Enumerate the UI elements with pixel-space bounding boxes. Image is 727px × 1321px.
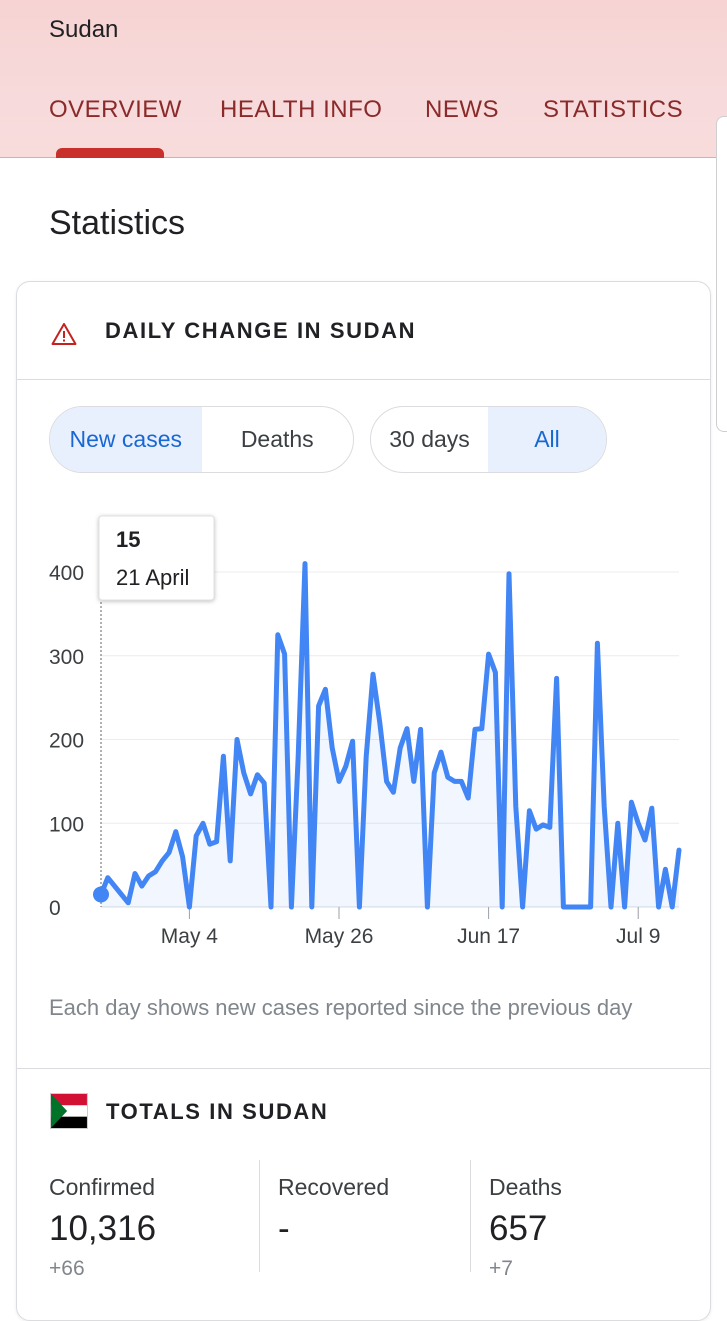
tab-overview[interactable]: OVERVIEW [49,96,182,123]
daily-change-header: DAILY CHANGE IN SUDAN [17,282,710,380]
tab-news[interactable]: NEWS [425,96,499,123]
deaths-stat: Deaths 657 +7 [489,1174,562,1294]
x-tick-label: May 4 [161,925,219,948]
confirmed-value: 10,316 [49,1209,157,1248]
y-tick-label: 400 [49,562,84,585]
side-panel-edge[interactable] [716,116,727,432]
recovered-stat: Recovered - [278,1174,389,1294]
recovered-label: Recovered [278,1174,390,1200]
all-range-button[interactable]: All [488,407,606,472]
cases-line [98,561,682,910]
daily-cases-chart[interactable]: 0 100 200 300 400 May 4 May 26 Jun 17 Jul 9 15 21 … [17,512,712,982]
deaths-label: Deaths [489,1174,562,1200]
tooltip-value: 15 [116,527,140,552]
y-tick-label: 200 [49,730,84,753]
page-title: Statistics [49,204,186,242]
x-tick-label: Jul 9 [616,925,660,948]
totals-header: TOTALS IN SUDAN [17,1068,710,1158]
x-tick-label: Jun 17 [457,925,520,948]
y-tick-label: 300 [49,646,84,669]
totals-title: TOTALS IN SUDAN [106,1099,329,1124]
deaths-value: 657 [489,1209,548,1248]
range-toggle: 30 days All [370,406,607,473]
hover-point [93,886,109,903]
deaths-button[interactable]: Deaths [240,426,314,452]
y-tick-label: 100 [49,813,84,836]
tooltip-date: 21 April [116,565,189,590]
cases-area [101,563,679,907]
y-tick-label: 0 [49,897,61,920]
country-name: Sudan [49,16,119,43]
tab-statistics[interactable]: STATISTICS [543,96,684,123]
stat-divider [259,1160,260,1272]
warning-triangle-icon [51,323,77,345]
confirmed-label: Confirmed [49,1174,156,1200]
app-header: Sudan OVERVIEW HEALTH INFO NEWS STATISTI… [0,0,727,158]
confirmed-delta: +66 [49,1257,85,1280]
tab-bar: OVERVIEW HEALTH INFO NEWS STATISTICS [0,96,727,158]
deaths-delta: +7 [489,1257,513,1280]
x-tick-label: May 26 [305,925,374,948]
30-days-button[interactable]: 30 days [389,426,470,452]
tab-health-info[interactable]: HEALTH INFO [220,96,383,123]
stats-card: DAILY CHANGE IN SUDAN New cases Deaths 3… [16,281,711,1321]
daily-change-title: DAILY CHANGE IN SUDAN [105,318,417,343]
active-tab-indicator [56,148,164,158]
new-cases-button[interactable]: New cases [50,407,202,472]
recovered-value: - [278,1209,290,1248]
confirmed-stat: Confirmed 10,316 +66 [49,1174,156,1294]
tooltip-box [98,515,215,601]
stat-divider [470,1160,471,1272]
chart-footnote: Each day shows new cases reported since … [49,995,633,1020]
sudan-flag-icon [50,1093,88,1129]
metric-toggle: New cases Deaths [49,406,354,473]
